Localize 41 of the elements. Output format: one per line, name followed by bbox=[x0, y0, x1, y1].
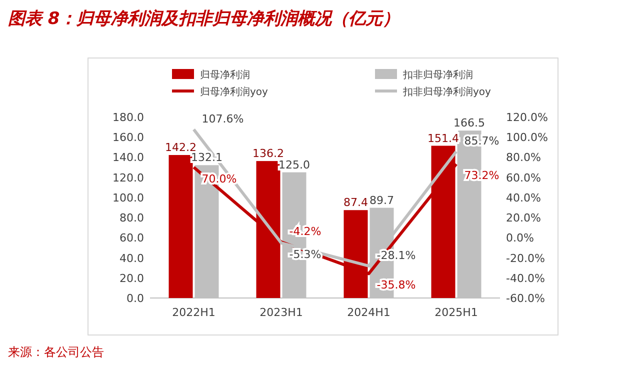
data-label: 136.2 bbox=[252, 147, 284, 160]
data-label: -35.8% bbox=[376, 278, 416, 292]
y-tick-label: 180.0 bbox=[112, 111, 144, 124]
data-label: 85.7% bbox=[464, 134, 500, 148]
y-tick-label: 40.0 bbox=[120, 252, 144, 265]
y2-tick-label: -60.0% bbox=[506, 292, 545, 305]
y2-tick-label: 40.0% bbox=[506, 191, 541, 204]
y2-tick-label: 80.0% bbox=[506, 151, 541, 164]
data-label: 87.4 bbox=[344, 196, 368, 210]
legend-label: 扣非归母净利润yoy bbox=[402, 86, 492, 98]
y-tick-label: 140.0 bbox=[112, 151, 144, 164]
y-tick-label: 0.0 bbox=[126, 292, 144, 305]
x-tick-label: 2024H1 bbox=[347, 306, 390, 319]
legend-label: 扣非归母净利润 bbox=[402, 69, 473, 81]
y-tick-label: 120.0 bbox=[112, 171, 144, 184]
y2-tick-label: 120.0% bbox=[506, 111, 548, 124]
data-label: -4.2% bbox=[289, 224, 322, 238]
legend-label: 归母净利润 bbox=[200, 69, 250, 81]
data-label: 151.4 bbox=[428, 132, 459, 145]
legend-label: 归母净利润yoy bbox=[200, 86, 268, 98]
y2-tick-label: 60.0% bbox=[506, 171, 541, 184]
y-tick-label: 160.0 bbox=[112, 131, 144, 144]
data-label: 166.5 bbox=[454, 116, 485, 130]
data-label: 142.2 bbox=[165, 141, 196, 154]
source-note: 来源：各公司公告 bbox=[8, 345, 104, 359]
y2-tick-label: -20.0% bbox=[506, 252, 545, 265]
y-tick-label: 60.0 bbox=[120, 232, 144, 245]
y-tick-label: 100.0 bbox=[112, 191, 144, 204]
chart-title: 图表 8：归母净利润及扣非归母净利润概况（亿元） bbox=[8, 9, 400, 29]
x-tick-label: 2022H1 bbox=[172, 306, 216, 319]
data-label: 107.6% bbox=[202, 112, 244, 126]
y-tick-label: 20.0 bbox=[120, 272, 144, 285]
y2-tick-label: 100.0% bbox=[506, 131, 548, 144]
data-label: 73.2% bbox=[464, 169, 500, 182]
y2-tick-label: -40.0% bbox=[506, 272, 545, 285]
x-tick-label: 2023H1 bbox=[260, 306, 303, 319]
x-tick-label: 2025H1 bbox=[434, 306, 478, 319]
y-tick-label: 80.0 bbox=[120, 212, 144, 225]
data-label: 89.7 bbox=[370, 194, 394, 207]
y2-tick-label: 0.0% bbox=[506, 232, 534, 245]
y2-tick-label: 20.0% bbox=[506, 212, 541, 225]
